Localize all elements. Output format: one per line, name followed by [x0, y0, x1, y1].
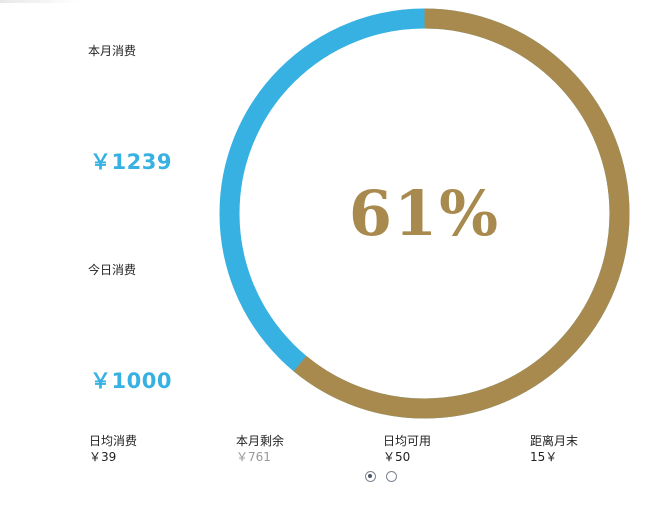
today-spend-label: 今日消费 [88, 263, 137, 277]
stat-value: ￥761 [236, 450, 271, 464]
stat-days-to-month-end: 距离月末 15￥ [530, 433, 640, 465]
stat-value: ￥39 [89, 450, 117, 464]
ring-arc-gold [219, 8, 630, 419]
stat-month-remaining: 本月剩余 ￥761 [236, 433, 346, 465]
page-dot-1[interactable] [365, 471, 376, 482]
page-dot-2[interactable] [386, 471, 397, 482]
month-spend-label: 本月消费 [88, 44, 137, 58]
stat-value: ￥50 [383, 450, 411, 464]
stat-value: 15￥ [530, 450, 558, 464]
stat-daily-available: 日均可用 ￥50 [383, 433, 493, 465]
progress-percent-text: 61% [348, 177, 501, 250]
stat-daily-average: 日均消费 ￥39 [89, 433, 199, 465]
stat-title: 距离月末 [530, 434, 579, 448]
progress-ring-svg [219, 8, 630, 419]
top-edge-shadow [0, 0, 80, 3]
stat-title: 日均消费 [89, 434, 138, 448]
stat-title: 本月剩余 [236, 434, 285, 448]
page-indicator [363, 470, 403, 486]
stat-title: 日均可用 [383, 434, 432, 448]
today-spend-amount: ￥1000 [90, 369, 172, 393]
month-spend-amount: ￥1239 [90, 150, 172, 174]
budget-progress-ring: 61% [219, 8, 630, 419]
